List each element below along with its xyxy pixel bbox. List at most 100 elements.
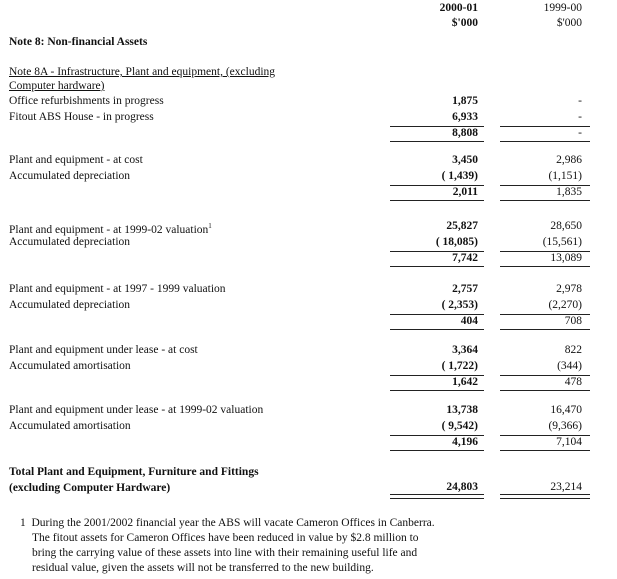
row-value-c1: ( 2,353) [441,299,478,311]
rule-line [500,200,590,201]
note-title: Note 8: Non-financial Assets [9,36,148,48]
subtotal-c1: 7,742 [452,252,478,264]
grand-total-col1: 24,803 [446,481,478,493]
rule-line [390,375,484,376]
row-label-text: Plant and equipment - at cost [9,154,143,166]
grand-total-label-2: (excluding Computer Hardware) [9,482,171,494]
row-label-text: Accumulated amortisation [9,420,131,432]
col2-unit: $'000 [556,17,582,29]
row-value-c1: ( 1,439) [441,170,478,182]
footnote: 1 During the 2001/2002 financial year th… [20,516,480,576]
row-label-text: Plant and equipment under lease - at 199… [9,404,264,416]
subtotal-c2: - [578,127,582,139]
footnote-line: The fitout assets for Cameron Offices ha… [32,532,419,544]
rule-line [390,450,484,451]
subnote-title-2: Computer hardware) [9,80,105,92]
footnote-ref: 1 [208,222,212,230]
rule-line [500,126,590,127]
row-label-text: Accumulated amortisation [9,360,131,372]
row-value-c1: 13,738 [446,404,478,416]
row-value-c1: 25,827 [446,220,478,232]
col1-unit: $'000 [451,17,478,29]
row-value-c2: 16,470 [550,404,582,416]
row-label-text: Accumulated depreciation [9,170,131,182]
grand-total-col2: 23,214 [550,481,582,493]
double-underline [500,494,590,499]
row-label: Accumulated amortisation [9,360,131,373]
rule-line [390,266,484,267]
row-value-c2: 822 [564,344,582,356]
row-value-c2: 2,986 [556,154,582,166]
row-value-c2: 28,650 [550,220,582,232]
row-value-c2: (9,366) [548,420,582,432]
row-value-c1: 2,757 [452,283,478,295]
row-value-c2: 2,978 [556,283,582,295]
rule-line [500,314,590,315]
rule-line [500,266,590,267]
footnote-line: residual value, given the assets will no… [32,562,374,574]
rule-line [500,375,590,376]
row-label-text: Fitout ABS House - in progress [9,111,154,123]
footnote-line: bring the carrying value of these assets… [32,547,418,559]
rule-line [500,251,590,252]
footnote-marker: 1 [20,517,26,529]
footnote-line: During the 2001/2002 financial year the … [31,517,435,529]
row-value-c2: - [578,95,582,107]
rule-line [390,435,484,436]
rule-line [390,141,484,142]
row-value-c1: 6,933 [452,111,478,123]
row-value-c2: (1,151) [548,170,582,182]
row-label-text: Plant and equipment - at 1997 - 1999 val… [9,283,226,295]
row-label: Accumulated depreciation [9,299,130,312]
row-label: Fitout ABS House - in progress [9,111,154,124]
subtotal-c2: 13,089 [550,252,582,264]
rule-line [500,329,590,330]
row-label: Plant and equipment - at 1999-02 valuati… [9,220,212,237]
row-label-text: Plant and equipment - at 1999-02 valuati… [9,223,209,236]
row-value-c2: (344) [557,360,582,372]
row-value-c2: (15,561) [542,236,582,248]
rule-line [390,126,484,127]
row-label-text: Office refurbishments in progress [9,95,164,107]
row-value-c2: - [578,111,582,123]
row-label: Plant and equipment under lease - at 199… [9,404,263,417]
row-value-c1: 1,875 [452,95,478,107]
subtotal-c1: 1,642 [452,376,478,388]
row-label: Accumulated amortisation [9,420,131,433]
subtotal-c1: 8,808 [452,127,478,139]
subtotal-c2: 1,835 [556,186,582,198]
rule-line [390,329,484,330]
row-label-text: Accumulated depreciation [9,299,131,311]
rule-line [500,141,590,142]
row-value-c2: (2,270) [548,299,582,311]
rule-line [390,185,484,186]
rule-line [500,390,590,391]
double-underline [390,494,484,499]
row-value-c1: 3,450 [452,154,478,166]
row-label: Accumulated depreciation [9,236,130,249]
rule-line [390,390,484,391]
subtotal-c2: 708 [564,315,582,327]
col2-year: 1999-00 [543,2,582,14]
subtotal-c2: 7,104 [556,436,582,448]
row-label: Office refurbishments in progress [9,95,164,108]
subtotal-c1: 4,196 [452,436,478,448]
subnote-title-1: Note 8A - Infrastructure, Plant and equi… [9,66,276,78]
col1-year: 2000-01 [439,2,478,14]
row-value-c1: ( 9,542) [441,420,478,432]
rule-line [500,450,590,451]
subtotal-c2: 478 [564,376,582,388]
rule-line [500,435,590,436]
subtotal-c1: 404 [460,315,478,327]
row-label: Accumulated depreciation [9,170,130,183]
rule-line [390,314,484,315]
row-value-c1: 3,364 [452,344,478,356]
rule-line [500,185,590,186]
row-label-text: Plant and equipment under lease - at cos… [9,344,198,356]
row-label: Plant and equipment - at 1997 - 1999 val… [9,283,226,296]
grand-total-label-1: Total Plant and Equipment, Furniture and… [9,466,259,478]
row-label: Plant and equipment under lease - at cos… [9,344,198,357]
row-value-c1: ( 18,085) [435,236,478,248]
row-label: Plant and equipment - at cost [9,154,143,167]
